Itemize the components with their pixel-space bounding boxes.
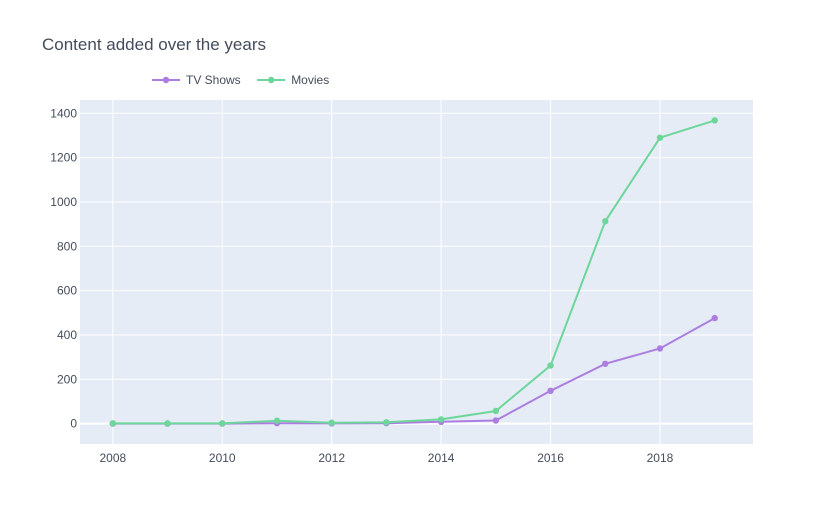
series-layer bbox=[109, 117, 718, 427]
x-tick-label: 2016 bbox=[537, 451, 564, 465]
data-point[interactable] bbox=[711, 117, 718, 124]
data-point[interactable] bbox=[164, 420, 171, 427]
x-tick-label: 2014 bbox=[428, 451, 455, 465]
legend-item[interactable]: TV Shows bbox=[152, 73, 241, 87]
data-point[interactable] bbox=[492, 407, 500, 415]
data-point[interactable] bbox=[437, 416, 445, 423]
y-tick-label: 1000 bbox=[50, 195, 77, 209]
legend[interactable]: TV Shows Movies bbox=[152, 73, 329, 87]
series-movies[interactable] bbox=[109, 117, 718, 427]
y-tick-label: 800 bbox=[57, 239, 77, 253]
x-tick-label: 2018 bbox=[647, 451, 674, 465]
x-axis: 2008 2010 2012 2014 2016 2018 bbox=[99, 451, 673, 465]
data-point[interactable] bbox=[383, 419, 390, 426]
legend-label: Movies bbox=[291, 73, 329, 87]
data-point[interactable] bbox=[602, 218, 609, 225]
legend-item[interactable]: Movies bbox=[257, 73, 329, 87]
series-line[interactable] bbox=[112, 119, 716, 425]
y-tick-label: 0 bbox=[70, 417, 77, 431]
y-tick-label: 400 bbox=[57, 328, 77, 342]
x-tick-label: 2012 bbox=[318, 451, 345, 465]
x-tick-label: 2008 bbox=[99, 451, 126, 465]
y-tick-label: 600 bbox=[57, 284, 77, 298]
data-point[interactable] bbox=[219, 420, 226, 427]
legend-label: TV Shows bbox=[186, 73, 241, 87]
data-point[interactable] bbox=[328, 419, 335, 426]
legend-marker bbox=[268, 76, 275, 84]
y-axis: 0 200 400 600 800 1000 1200 1400 bbox=[50, 106, 77, 430]
y-tick-label: 200 bbox=[57, 372, 77, 386]
data-point[interactable] bbox=[547, 362, 554, 369]
data-point[interactable] bbox=[656, 345, 664, 352]
data-point[interactable] bbox=[273, 417, 281, 424]
data-point[interactable] bbox=[492, 417, 500, 424]
x-tick-label: 2010 bbox=[209, 451, 236, 465]
data-point[interactable] bbox=[656, 134, 664, 141]
data-point[interactable] bbox=[547, 387, 554, 395]
data-point[interactable] bbox=[602, 360, 609, 367]
data-point[interactable] bbox=[711, 314, 718, 322]
chart-title: Content added over the years bbox=[42, 35, 266, 54]
data-point[interactable] bbox=[109, 420, 117, 427]
y-tick-label: 1400 bbox=[50, 106, 77, 120]
legend-marker bbox=[162, 76, 170, 84]
y-tick-label: 1200 bbox=[50, 151, 77, 165]
